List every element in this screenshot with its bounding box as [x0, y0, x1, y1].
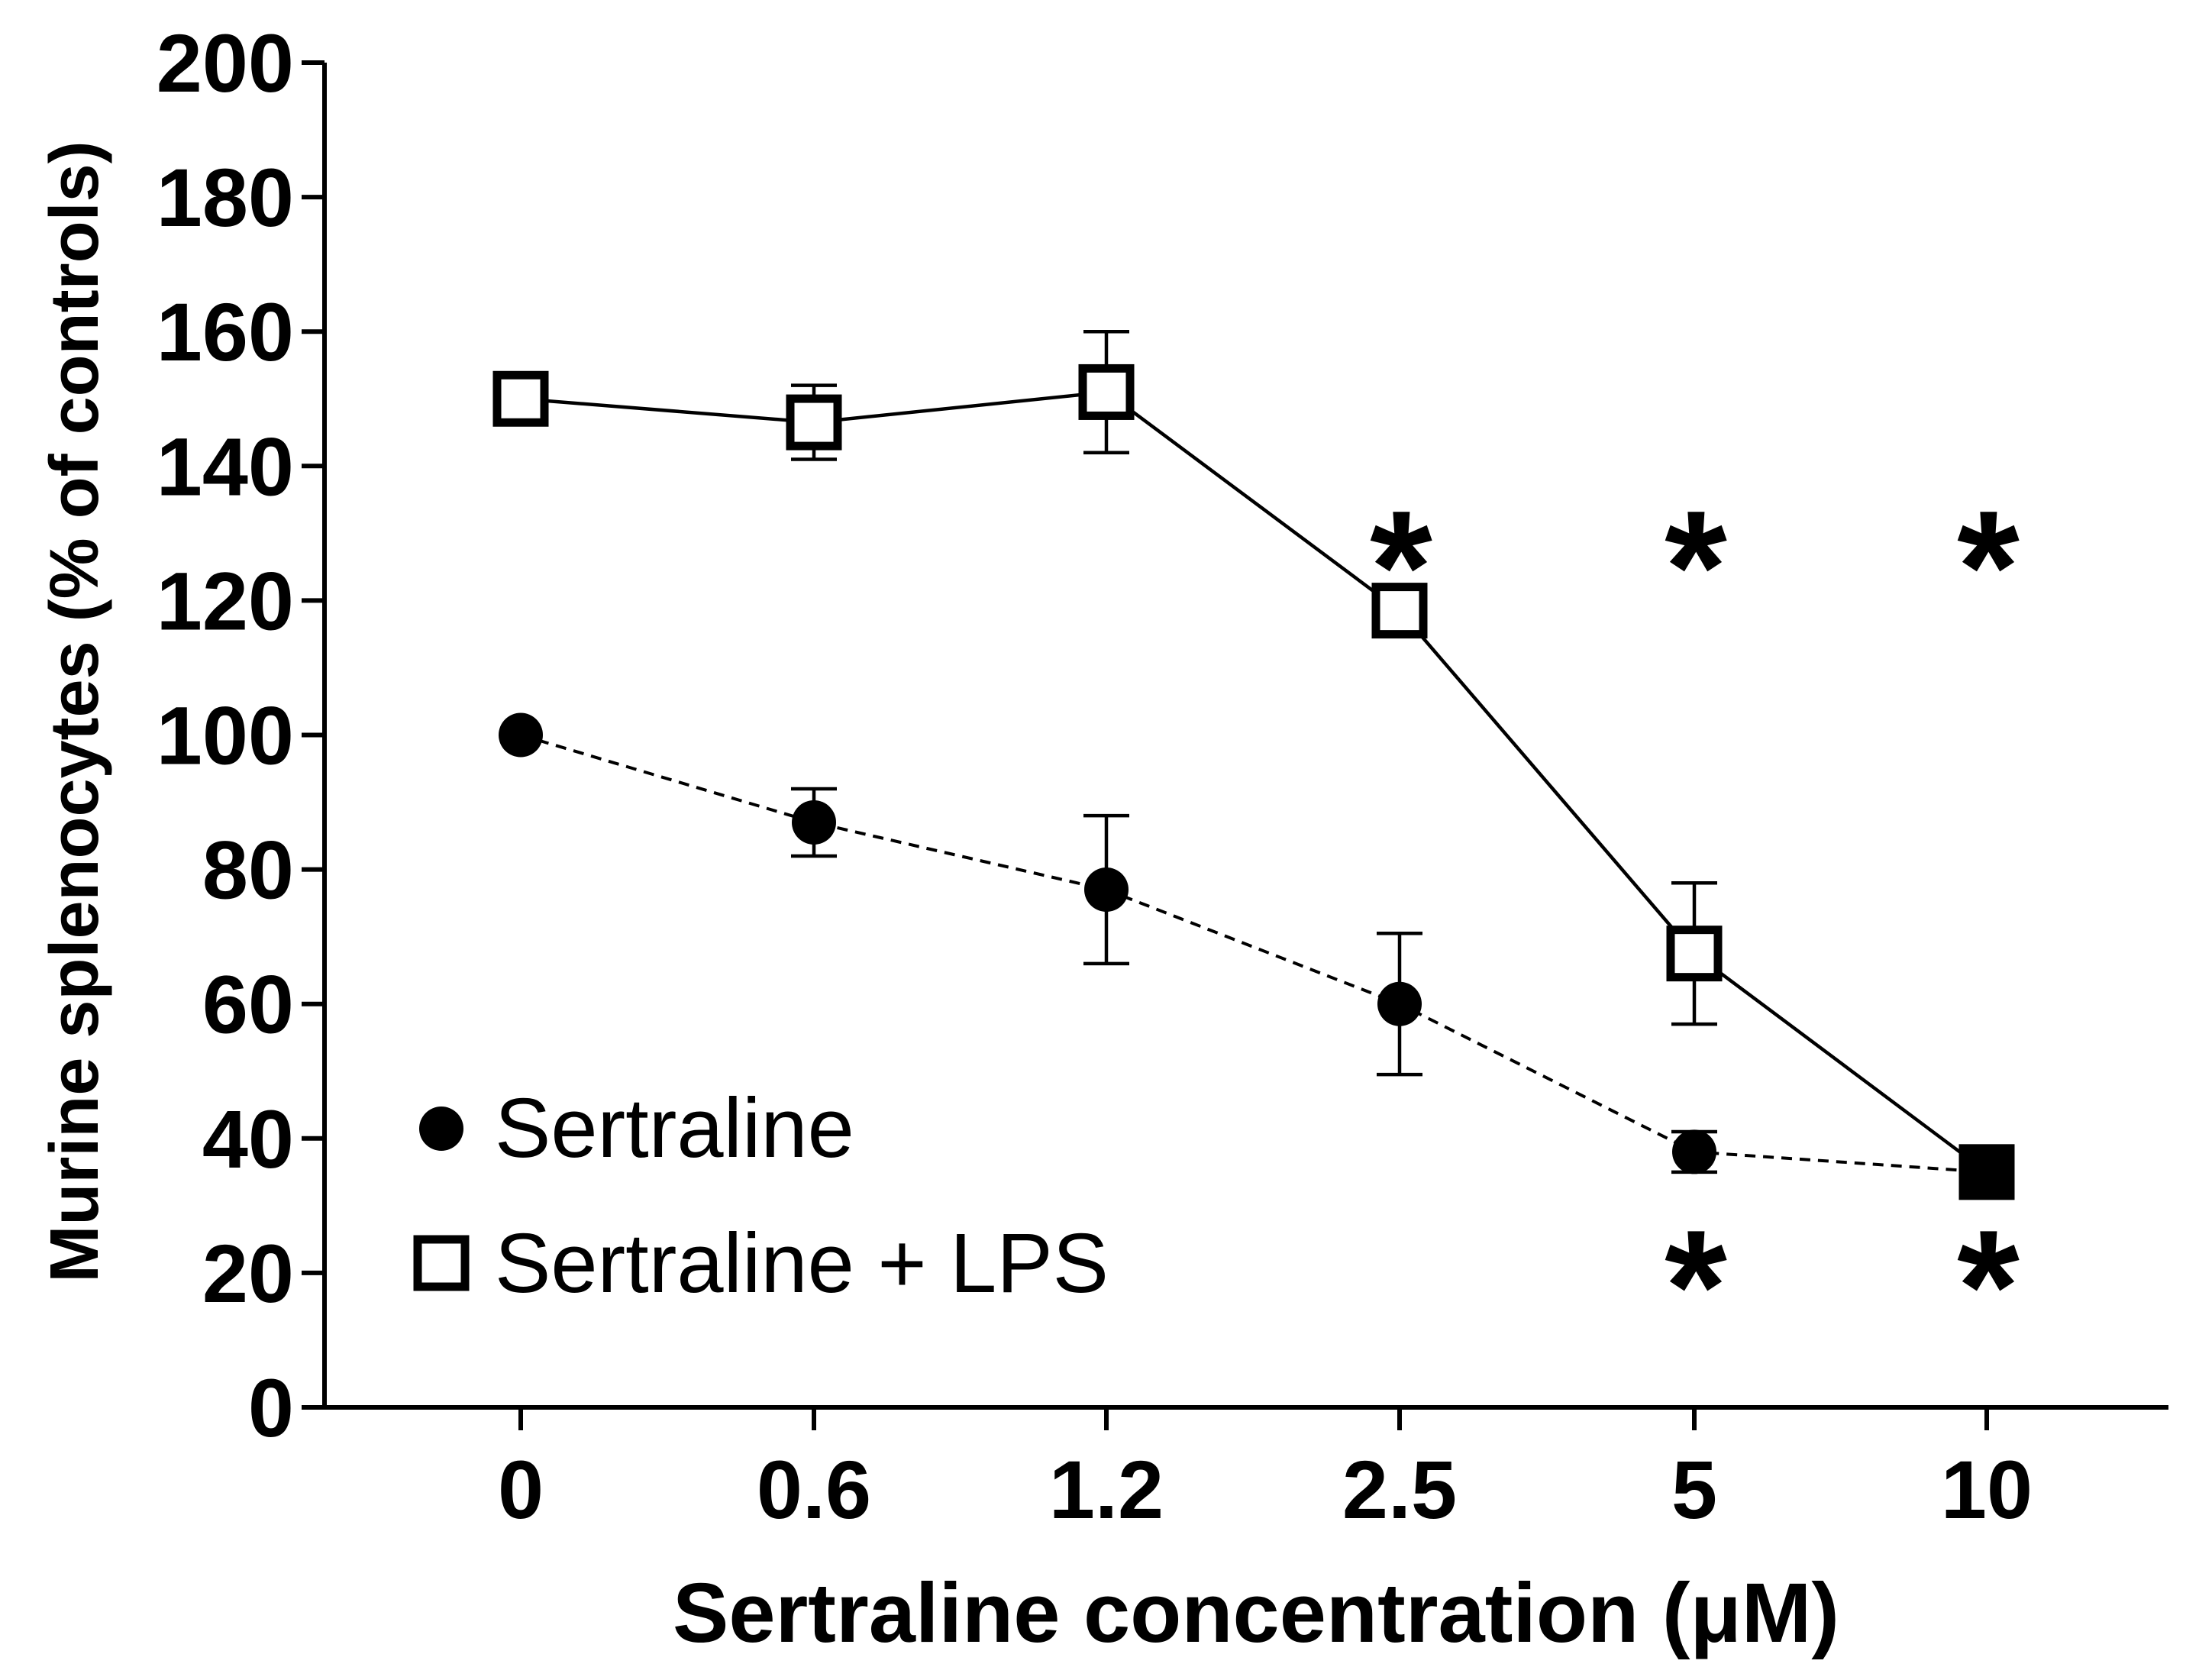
- y-tick-label: 140: [157, 420, 294, 512]
- point-sertraline-lps: [786, 394, 842, 451]
- significance-asterisk: *: [1370, 477, 1432, 657]
- x-tick-label: 2.5: [1342, 1443, 1457, 1536]
- x-tick-label: 10: [1941, 1443, 2033, 1536]
- series-line-sertraline-lps: [520, 390, 1988, 1174]
- series-lines: [520, 390, 1988, 1174]
- data-markers: [492, 363, 2015, 1200]
- point-sertraline: [499, 712, 543, 758]
- significance-asterisk: *: [1665, 1197, 1727, 1376]
- y-tick-label: 20: [202, 1227, 294, 1320]
- significance-asterisk: *: [1957, 477, 2020, 657]
- point-sertraline: [1672, 1129, 1716, 1174]
- legend-marker-sertraline: [419, 1107, 463, 1151]
- point-sertraline-lps: [1666, 926, 1723, 982]
- legend: Sertraline Sertraline + LPS: [413, 1081, 1109, 1310]
- y-tick-label: 100: [157, 690, 294, 782]
- y-tick-label: 200: [157, 17, 294, 109]
- y-tick-label: 80: [202, 824, 294, 916]
- y-tick-label: 120: [157, 554, 294, 647]
- y-tick-label: 40: [202, 1093, 294, 1185]
- x-tick-label: 0.6: [757, 1443, 871, 1536]
- x-axis-ticks: 0 0.6 1.2 2.5 5 10: [498, 1407, 2033, 1536]
- y-axis-ticks: 0 20 40 60 80 100 120 140 160 180 200: [157, 17, 325, 1454]
- significance-asterisk: *: [1665, 477, 1727, 657]
- significance-asterisk: *: [1957, 1197, 2020, 1376]
- axes: [322, 63, 2168, 1410]
- legend-label-sertraline: Sertraline: [495, 1081, 854, 1175]
- significance-annotations: * * * * *: [1370, 477, 2020, 1376]
- x-tick-label: 0: [498, 1443, 544, 1536]
- y-axis-title: Murine splenocytes (% of controls): [37, 141, 113, 1282]
- point-sertraline-lps: [1078, 363, 1135, 420]
- x-tick-label: 5: [1671, 1443, 1717, 1536]
- legend-marker-sertraline-lps: [413, 1235, 470, 1291]
- y-tick-label: 160: [157, 286, 294, 378]
- error-bars: [791, 329, 1717, 1174]
- point-sertraline-lps: [492, 370, 549, 427]
- point-sertraline: [1377, 981, 1422, 1026]
- point-sertraline-lps: [1371, 583, 1428, 639]
- point-sertraline: [792, 800, 836, 845]
- x-tick-label: 1.2: [1049, 1443, 1164, 1536]
- point-sertraline-lps: [1958, 1144, 2015, 1200]
- y-tick-label: 60: [202, 958, 294, 1051]
- x-axis-title: Sertraline concentration (μM): [673, 1566, 1839, 1660]
- legend-label-sertraline-lps: Sertraline + LPS: [495, 1216, 1109, 1310]
- y-tick-label: 0: [248, 1362, 294, 1454]
- y-tick-label: 180: [157, 151, 294, 244]
- point-sertraline: [1084, 867, 1129, 913]
